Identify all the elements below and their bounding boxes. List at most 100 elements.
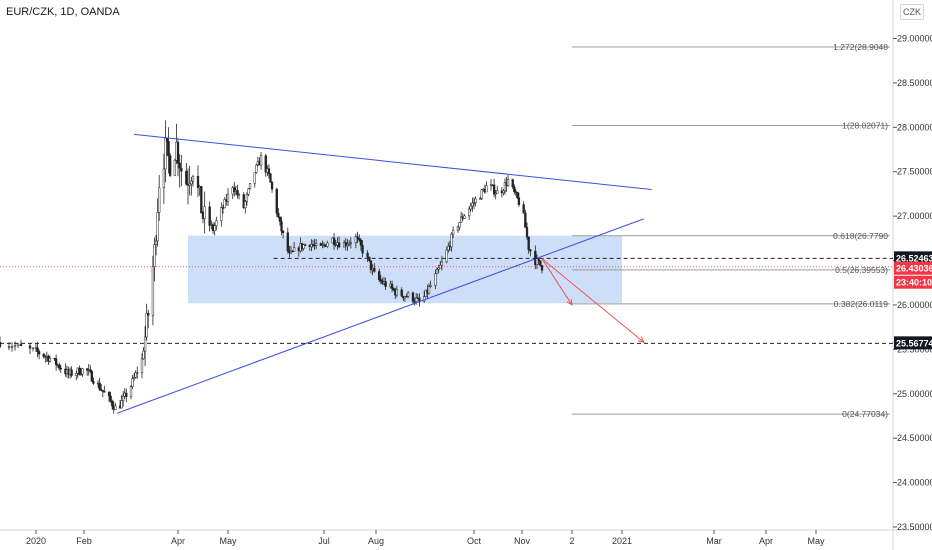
candle-body bbox=[269, 173, 272, 183]
last-price-badge-text: 26.43036 bbox=[896, 264, 932, 274]
candle-body bbox=[445, 249, 448, 263]
candle bbox=[434, 269, 437, 289]
candle-body bbox=[226, 193, 230, 202]
candle bbox=[450, 232, 453, 252]
candle-body bbox=[447, 245, 450, 251]
candle-body bbox=[248, 183, 252, 189]
candle-body bbox=[524, 212, 527, 228]
candle-body bbox=[173, 159, 177, 176]
price-axis-tick-label: 29.00000 bbox=[897, 34, 932, 44]
time-axis-tick-label: Oct bbox=[467, 536, 482, 546]
candle bbox=[513, 184, 516, 195]
candle-body bbox=[479, 198, 482, 200]
candle bbox=[326, 240, 329, 248]
candle bbox=[244, 199, 247, 214]
candle bbox=[253, 172, 256, 188]
candle-body bbox=[98, 382, 101, 390]
candle-body bbox=[125, 392, 128, 397]
candle-body bbox=[451, 229, 455, 235]
candle bbox=[120, 394, 123, 409]
rectangle-zone[interactable] bbox=[188, 235, 622, 304]
projection-arrowhead bbox=[637, 336, 645, 343]
time-axis-tick-label: May bbox=[219, 536, 237, 546]
candle bbox=[59, 364, 62, 373]
candle bbox=[468, 206, 471, 220]
dashed-level-badge-text: 25.56774 bbox=[896, 338, 932, 348]
candle bbox=[131, 375, 134, 389]
time-axis[interactable]: 2020 Feb Apr May Jul Aug Oct Nov 2 2021 Mar Apr May bbox=[26, 530, 825, 546]
projection-arrow[interactable] bbox=[541, 258, 645, 343]
candle bbox=[516, 191, 519, 199]
candle bbox=[90, 369, 93, 382]
candle-body bbox=[101, 390, 104, 392]
candle-body bbox=[522, 204, 525, 214]
candle bbox=[54, 354, 58, 371]
time-axis-tick-label: Apr bbox=[759, 536, 773, 546]
ascending-trendline[interactable] bbox=[116, 218, 645, 414]
candle bbox=[134, 370, 137, 379]
currency-button[interactable]: CZK bbox=[900, 4, 924, 20]
candle-body bbox=[395, 289, 399, 296]
candle bbox=[514, 188, 517, 196]
candle-body bbox=[496, 190, 499, 194]
price-axis-tick-label: 23.50000 bbox=[897, 522, 932, 532]
candle bbox=[445, 246, 448, 264]
candle bbox=[292, 241, 296, 252]
time-axis-tick-label: 2020 bbox=[26, 536, 46, 546]
candle-body bbox=[361, 245, 364, 254]
candle-body bbox=[244, 201, 247, 209]
candle bbox=[471, 197, 474, 212]
projection-arrow[interactable] bbox=[541, 258, 573, 306]
candle-body bbox=[264, 155, 267, 173]
candle-body bbox=[418, 297, 421, 302]
candle bbox=[48, 355, 52, 363]
candle-body bbox=[310, 243, 313, 247]
candle-body bbox=[411, 292, 415, 302]
candle bbox=[154, 235, 158, 256]
descending-trendline[interactable] bbox=[134, 133, 652, 190]
candle-body bbox=[213, 225, 216, 232]
candle bbox=[248, 183, 252, 190]
candle-body bbox=[100, 389, 103, 391]
candle bbox=[459, 211, 463, 223]
price-axis-tick-label: 28.00000 bbox=[897, 122, 932, 132]
candle bbox=[215, 216, 218, 231]
dashed-level-badge: 26.52463 bbox=[894, 251, 932, 265]
candle bbox=[190, 177, 193, 196]
candle-body bbox=[292, 247, 296, 252]
candles-layer bbox=[0, 120, 544, 414]
candle bbox=[400, 287, 403, 297]
symbol-title[interactable]: EUR/CZK, 1D, OANDA bbox=[6, 6, 120, 18]
time-axis-tick-label: Feb bbox=[76, 536, 92, 546]
candle bbox=[145, 303, 148, 341]
candle-body bbox=[472, 202, 476, 204]
candle-body bbox=[223, 199, 226, 209]
candle bbox=[418, 293, 421, 307]
candle bbox=[233, 181, 236, 197]
candle-body bbox=[79, 373, 83, 376]
candle-body bbox=[450, 233, 453, 248]
candle-body bbox=[527, 236, 530, 250]
candle-body bbox=[180, 167, 183, 172]
fib-level-label: 1(28.02071) bbox=[842, 120, 888, 130]
candle-body bbox=[158, 187, 161, 213]
candle bbox=[447, 242, 450, 253]
candle-body bbox=[131, 378, 134, 387]
candle bbox=[122, 390, 125, 407]
candle-body bbox=[471, 202, 474, 207]
candle bbox=[259, 152, 263, 170]
candle-body bbox=[191, 176, 195, 182]
candle bbox=[479, 196, 482, 200]
candle-body bbox=[220, 207, 223, 221]
candle bbox=[395, 285, 399, 298]
candle-body bbox=[154, 240, 158, 245]
candle-body bbox=[529, 249, 532, 252]
candle bbox=[373, 263, 376, 273]
candle bbox=[180, 154, 183, 187]
candle bbox=[81, 367, 84, 377]
candle-body bbox=[165, 137, 169, 142]
candle bbox=[337, 236, 341, 249]
candle-body bbox=[286, 232, 289, 252]
candle bbox=[485, 181, 488, 193]
